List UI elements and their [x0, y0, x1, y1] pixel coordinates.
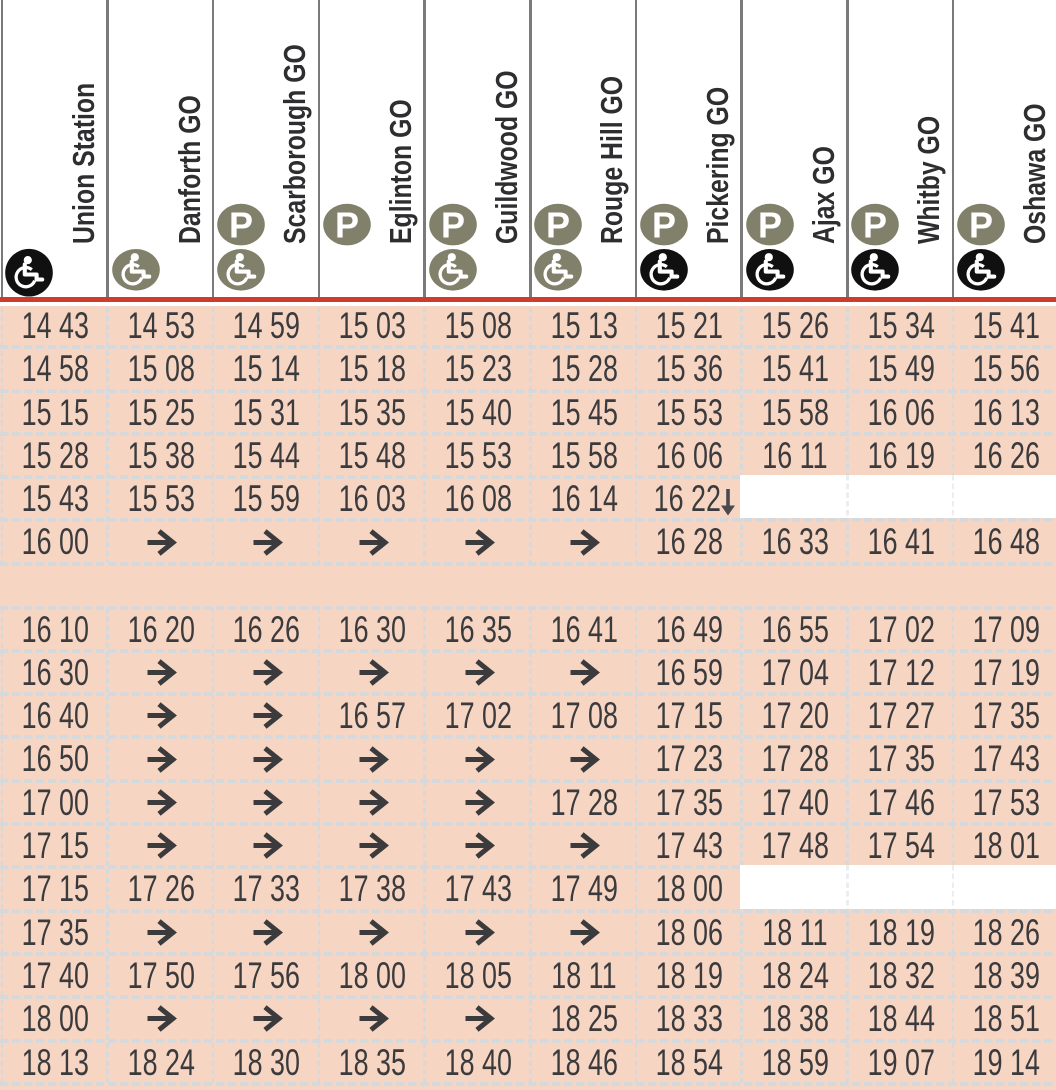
- svg-text:P: P: [652, 204, 676, 245]
- svg-text:P: P: [758, 204, 782, 245]
- svg-text:P: P: [969, 204, 993, 245]
- svg-text:P: P: [335, 204, 359, 245]
- svg-text:P: P: [229, 204, 253, 245]
- svg-text:P: P: [546, 204, 570, 245]
- svg-text:P: P: [863, 204, 887, 245]
- svg-text:P: P: [441, 204, 465, 245]
